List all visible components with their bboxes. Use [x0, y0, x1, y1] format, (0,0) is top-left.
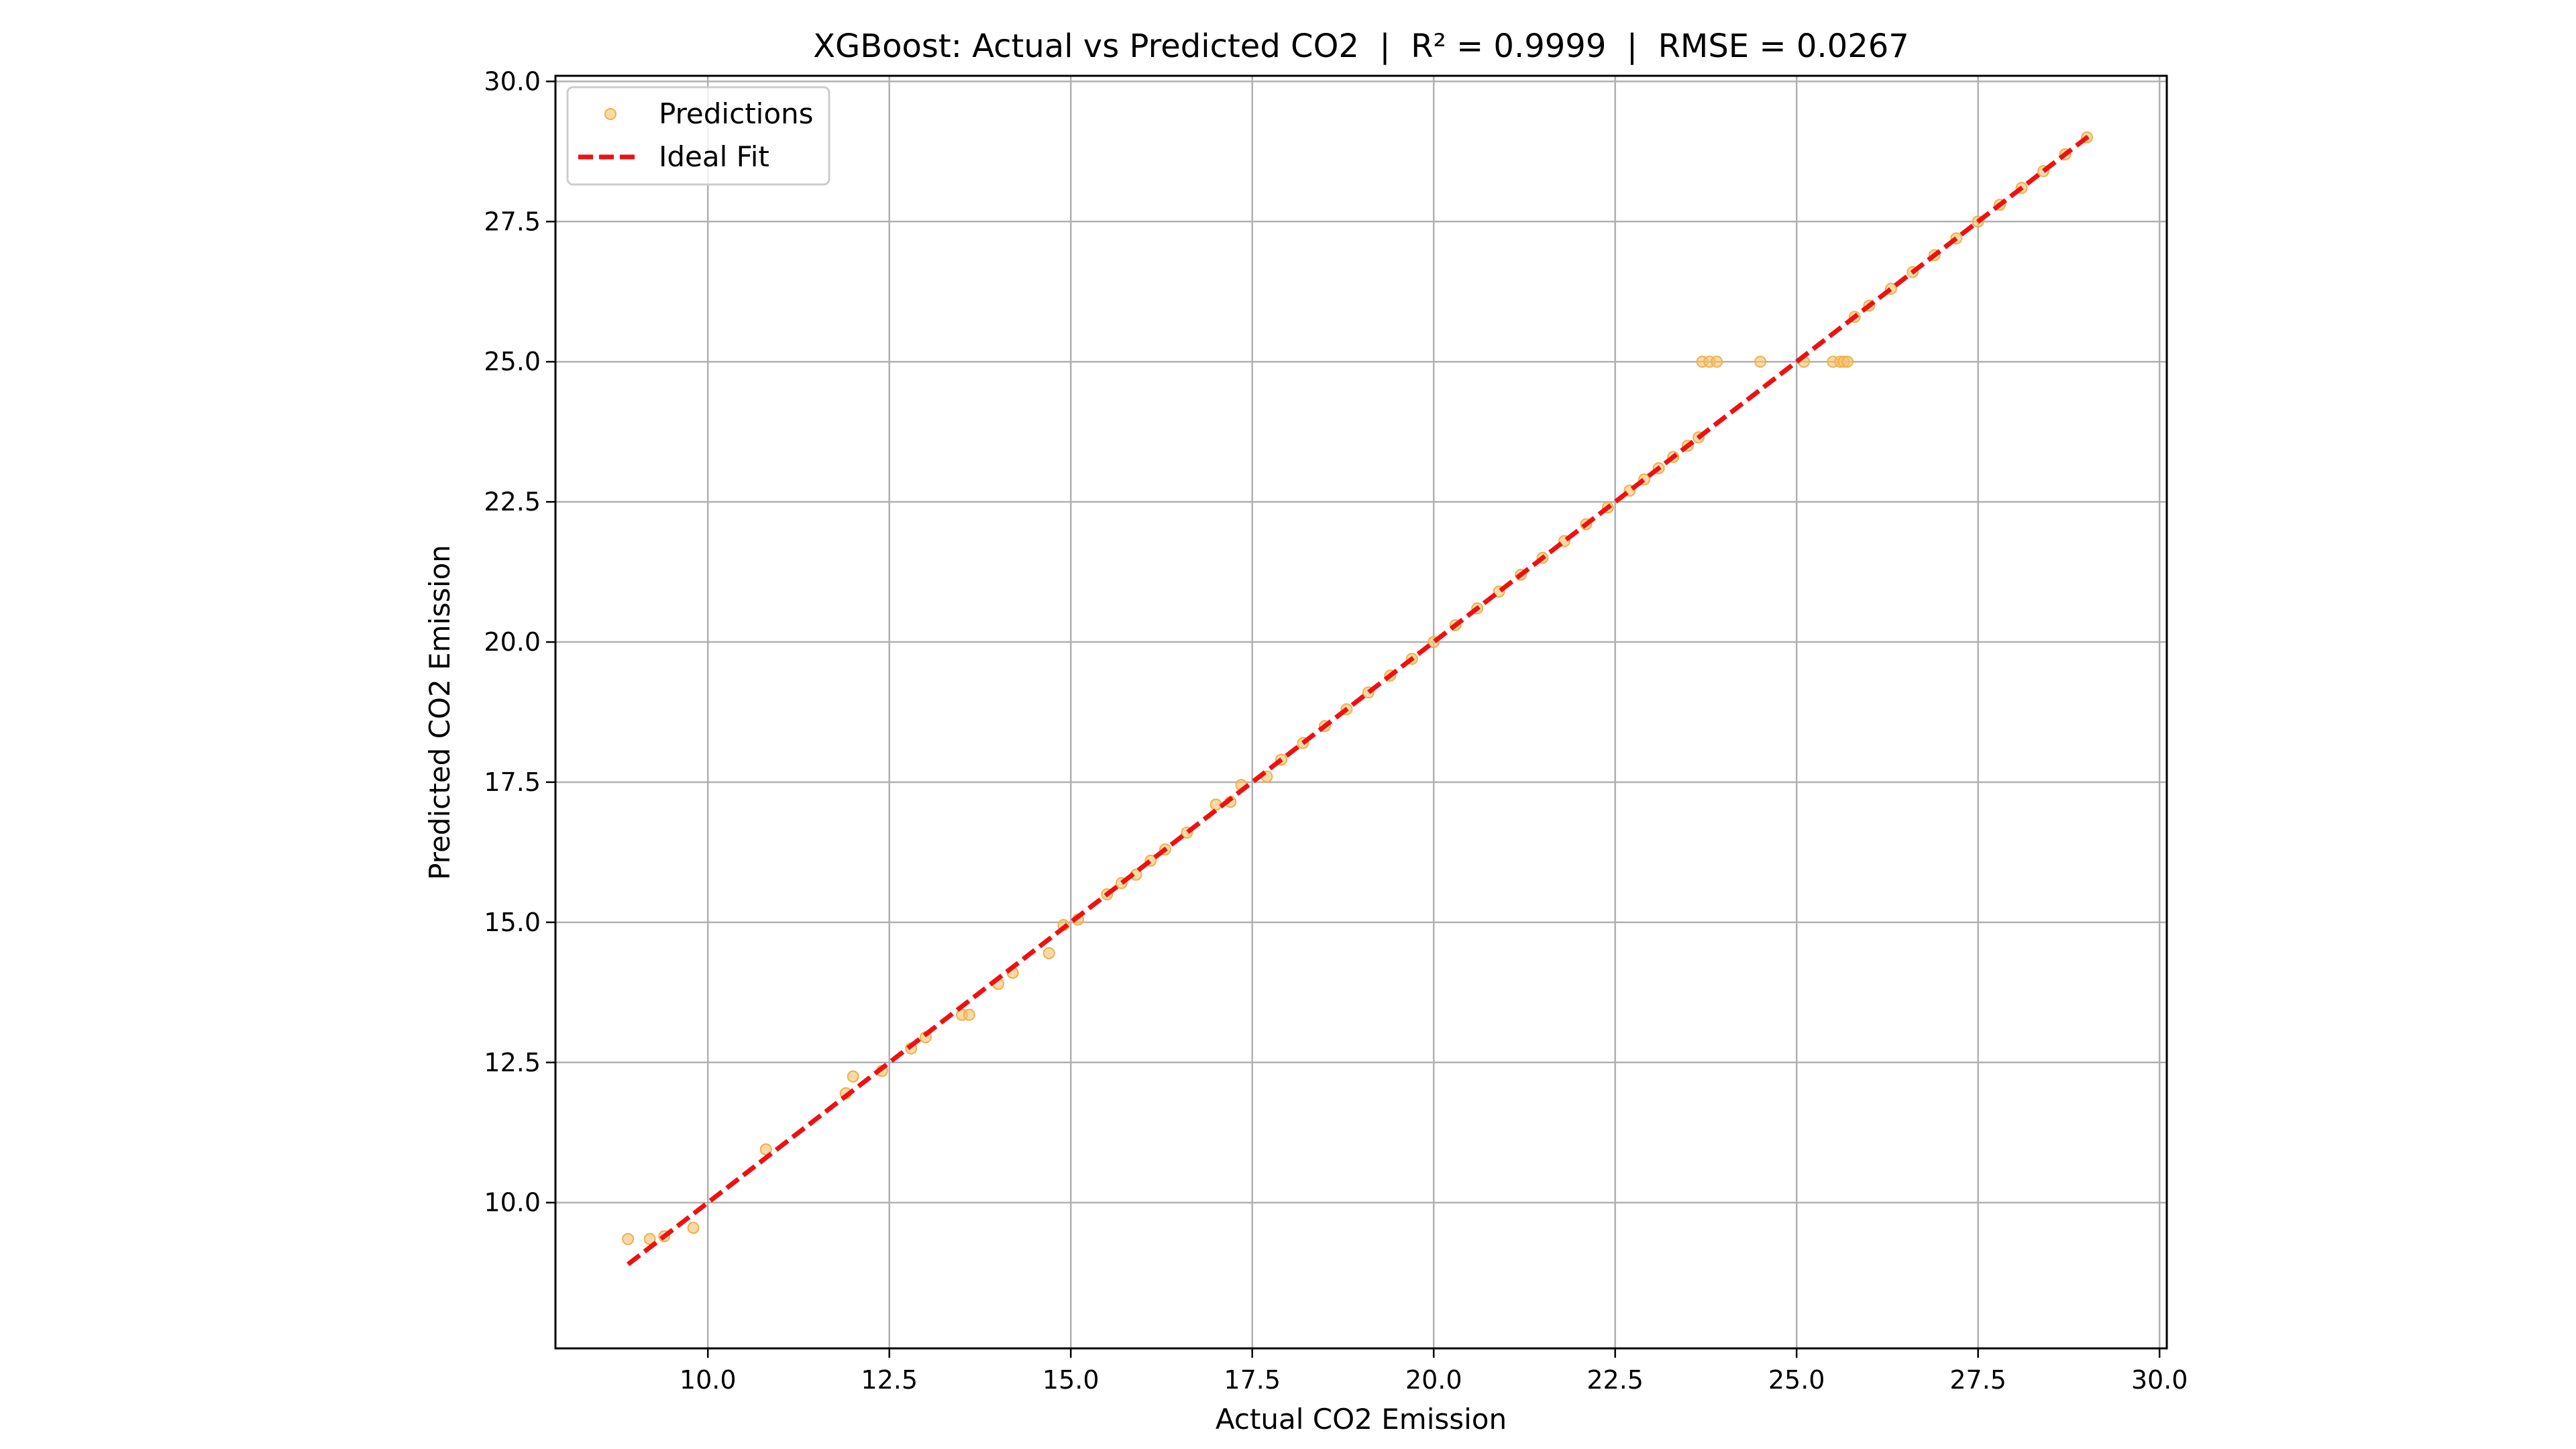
x-tick-label: 17.5 — [1224, 1365, 1281, 1395]
prediction-point — [1711, 356, 1723, 368]
prediction-point — [847, 1070, 859, 1083]
tick-layer: 10.0 12.5 15.0 17.5 20.0 22.5 25.0 27.5 30.0 10.0… — [484, 66, 2188, 1395]
prediction-point — [963, 1008, 975, 1021]
grid-layer — [555, 76, 2167, 1348]
y-axis-label: Predicted CO2 Emission — [423, 545, 456, 880]
prediction-point — [1042, 947, 1055, 959]
y-tick-label: 15.0 — [484, 908, 541, 937]
x-axis-label: Actual CO2 Emission — [1216, 1403, 1507, 1436]
x-tick-label: 12.5 — [861, 1365, 918, 1395]
legend-ideal-fit-label: Ideal Fit — [659, 140, 769, 173]
ideal-fit-line — [627, 132, 2092, 1267]
prediction-point — [759, 1143, 772, 1156]
legend: Predictions Ideal Fit — [566, 86, 830, 186]
y-tick-label: 17.5 — [484, 767, 541, 797]
x-tick-label: 22.5 — [1587, 1365, 1644, 1395]
x-tick-label: 25.0 — [1768, 1365, 1825, 1395]
prediction-point — [643, 1233, 656, 1246]
y-tick-label: 12.5 — [484, 1048, 541, 1077]
plot-frame — [554, 74, 2168, 1350]
x-tick-label: 30.0 — [2131, 1365, 2188, 1395]
legend-box — [566, 86, 830, 186]
y-tick-label: 25.0 — [484, 347, 541, 376]
chart-title: XGBoost: Actual vs Predicted CO2 | R² = … — [813, 28, 1909, 65]
prediction-point — [622, 1233, 635, 1246]
x-tick-label: 15.0 — [1042, 1365, 1099, 1395]
x-tick-label: 20.0 — [1405, 1365, 1462, 1395]
prediction-point — [1841, 356, 1854, 368]
x-tick-label: 10.0 — [680, 1365, 737, 1395]
y-tick-label: 10.0 — [484, 1188, 541, 1218]
series-layer — [622, 131, 2093, 1267]
legend-predictions-marker — [604, 108, 616, 120]
prediction-point — [1754, 356, 1767, 368]
x-tick-label: 27.5 — [1949, 1365, 2006, 1395]
y-tick-label: 30.0 — [484, 66, 541, 96]
legend-predictions-label: Predictions — [659, 97, 814, 130]
prediction-point — [687, 1222, 700, 1234]
y-tick-label: 20.0 — [484, 627, 541, 657]
y-tick-label: 22.5 — [484, 487, 541, 517]
y-tick-label: 27.5 — [484, 207, 541, 236]
